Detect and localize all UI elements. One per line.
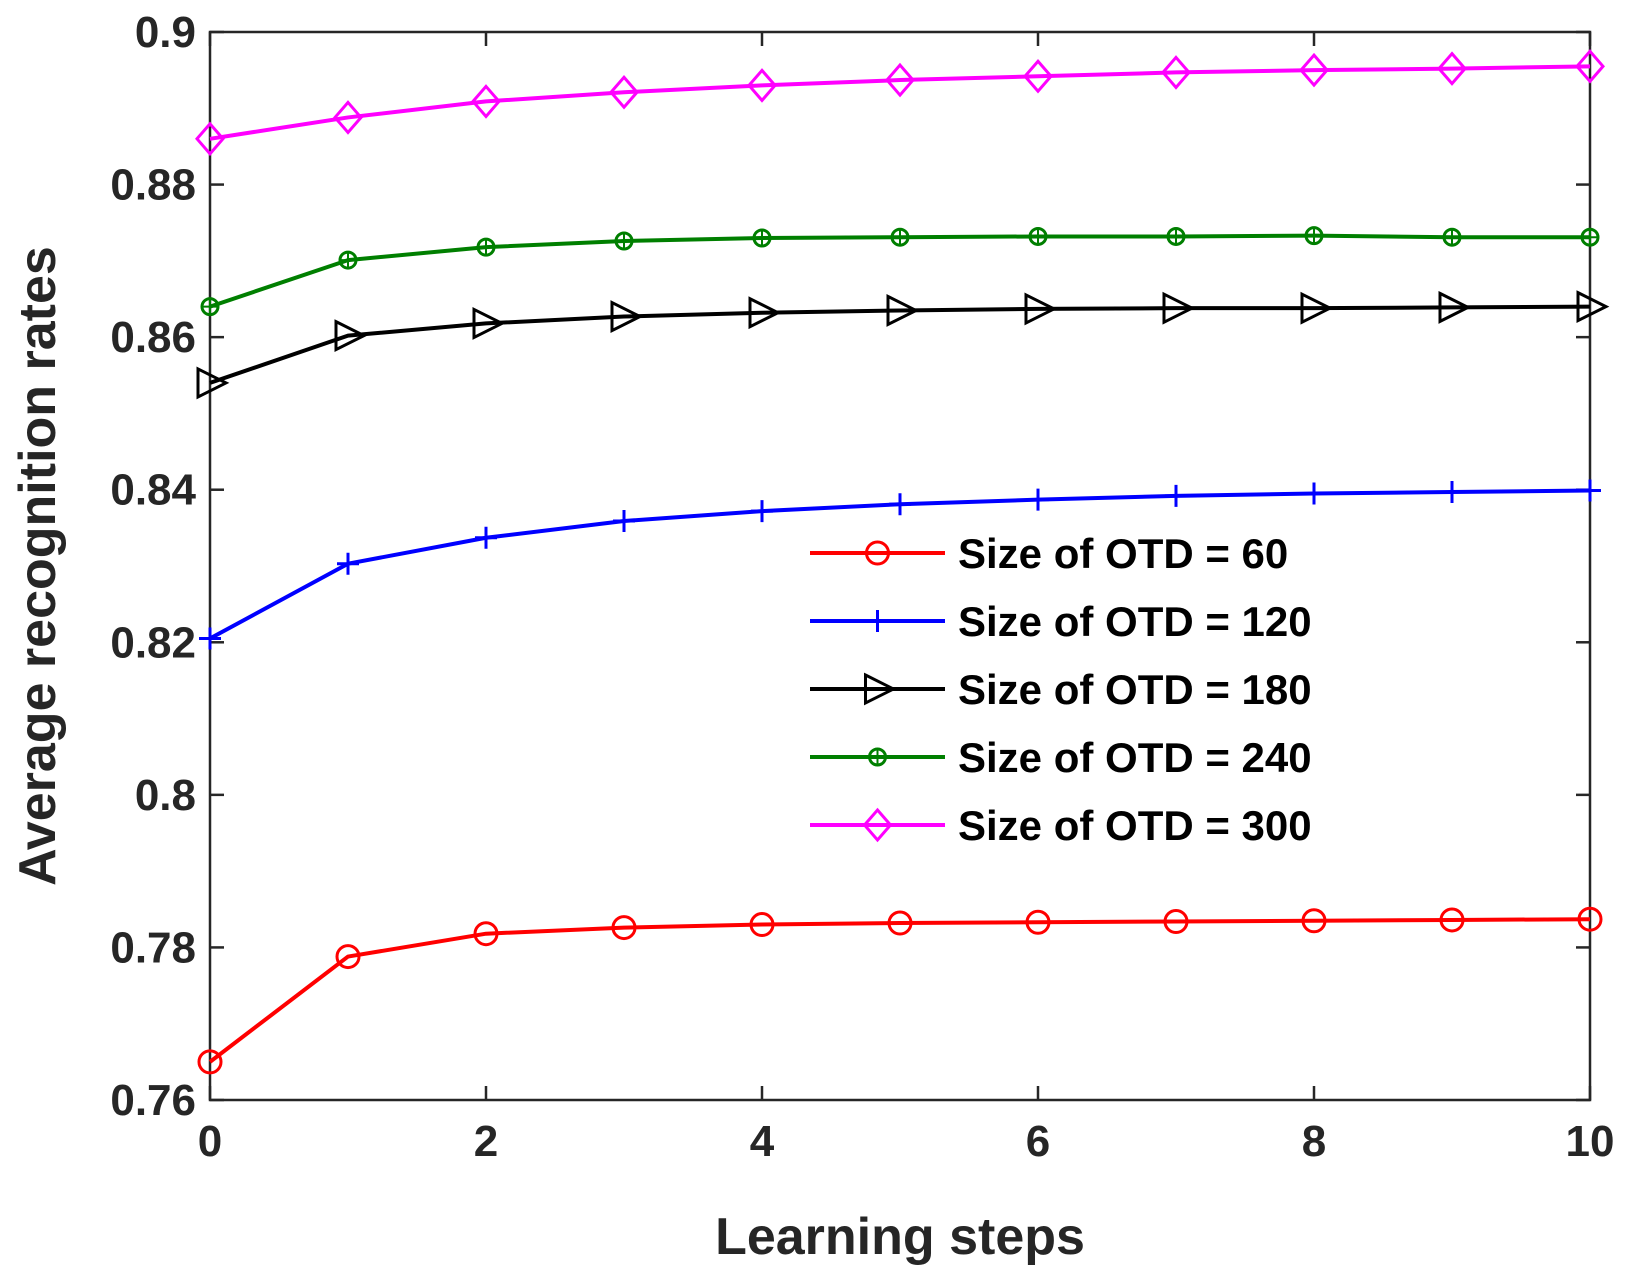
data-point xyxy=(751,500,773,523)
x-tick-label: 10 xyxy=(1566,1117,1615,1166)
legend-entry: Size of OTD = 60 xyxy=(810,530,1288,577)
data-point xyxy=(1301,908,1327,934)
series-line xyxy=(209,64,1591,141)
legend-label: Size of OTD = 240 xyxy=(958,734,1312,781)
data-point xyxy=(1575,49,1605,84)
y-tick-label: 0.82 xyxy=(110,618,196,667)
data-point xyxy=(1441,481,1463,504)
data-point xyxy=(1439,907,1465,933)
data-point xyxy=(472,306,506,340)
legend-marker xyxy=(865,540,890,566)
series-line xyxy=(209,304,1591,385)
data-point xyxy=(197,1049,223,1075)
data-point xyxy=(610,300,644,333)
data-point xyxy=(1163,908,1189,934)
x-tick-label: 4 xyxy=(750,1117,775,1166)
data-point xyxy=(1162,291,1196,325)
data-point xyxy=(1438,290,1472,324)
y-tick-label: 0.86 xyxy=(110,313,196,362)
data-point xyxy=(199,627,221,650)
data-point xyxy=(201,297,219,316)
legend-box xyxy=(800,520,1360,850)
legend-label: Size of OTD = 300 xyxy=(958,802,1312,849)
data-point xyxy=(473,921,499,947)
legend-marker xyxy=(866,610,889,632)
series-4 xyxy=(195,49,1605,157)
series-1 xyxy=(199,479,1601,650)
data-point xyxy=(885,62,915,98)
data-point xyxy=(339,251,357,270)
series-line xyxy=(208,917,1591,1064)
data-point xyxy=(196,366,230,400)
legend-marker xyxy=(862,807,893,843)
data-point xyxy=(1577,906,1603,932)
data-point xyxy=(1437,51,1467,86)
x-tick-label: 8 xyxy=(1302,1117,1326,1166)
legend-label: Size of OTD = 60 xyxy=(958,530,1288,577)
legend-label: Size of OTD = 180 xyxy=(958,666,1312,713)
data-point xyxy=(1161,55,1191,90)
data-point xyxy=(1299,52,1329,88)
data-point xyxy=(1025,909,1051,935)
data-point xyxy=(1027,488,1049,511)
x-tick-label: 6 xyxy=(1026,1117,1050,1166)
data-point xyxy=(887,910,913,936)
y-tick-label: 0.84 xyxy=(110,466,196,515)
data-point xyxy=(749,912,775,938)
y-tick-label: 0.76 xyxy=(110,1076,196,1125)
data-point xyxy=(1443,228,1461,247)
legend-marker xyxy=(864,672,897,706)
data-point xyxy=(1023,58,1053,94)
data-point xyxy=(1303,482,1325,505)
legend-marker xyxy=(868,748,887,766)
data-point xyxy=(335,944,361,970)
data-point xyxy=(1029,227,1047,246)
legend-entry: Size of OTD = 120 xyxy=(810,598,1312,645)
y-tick-label: 0.88 xyxy=(110,161,196,210)
data-point xyxy=(889,493,911,516)
series-layer xyxy=(195,49,1610,1075)
legend-entry: Size of OTD = 180 xyxy=(810,666,1312,713)
x-tick-label: 0 xyxy=(198,1117,222,1166)
x-axis-title: Learning steps xyxy=(715,1208,1085,1266)
y-tick-label: 0.78 xyxy=(110,923,196,972)
data-point xyxy=(1579,479,1601,502)
data-point xyxy=(1581,228,1599,247)
data-point xyxy=(471,84,501,119)
data-point xyxy=(475,526,497,549)
axis-ticks: 0 2 4 6 8 10 0.76 0.78 0.8 0.82 0.84 0.86 0.88 0.9 xyxy=(110,8,1614,1166)
data-point xyxy=(615,232,633,251)
data-point xyxy=(1300,291,1334,325)
data-point xyxy=(1024,292,1058,326)
x-tick-label: 2 xyxy=(474,1117,498,1166)
data-point xyxy=(477,238,495,257)
data-point xyxy=(337,552,359,575)
legend-entry: Size of OTD = 300 xyxy=(810,802,1312,849)
data-point xyxy=(748,296,782,330)
data-point xyxy=(609,74,639,110)
data-point xyxy=(334,319,368,353)
data-point xyxy=(753,228,771,247)
data-point xyxy=(891,228,909,247)
y-tick-label: 0.9 xyxy=(135,8,196,57)
data-point xyxy=(1576,290,1610,324)
legend-label: Size of OTD = 120 xyxy=(958,598,1312,645)
data-point xyxy=(611,915,637,941)
data-point xyxy=(613,509,635,532)
series-0 xyxy=(197,906,1603,1075)
series-3 xyxy=(200,226,1600,317)
data-point xyxy=(886,294,920,327)
data-point xyxy=(747,68,777,103)
y-tick-label: 0.8 xyxy=(135,771,196,820)
legend-entry: Size of OTD = 240 xyxy=(810,734,1312,781)
data-point xyxy=(1165,484,1187,507)
data-point xyxy=(1305,226,1323,245)
y-axis-title: Average recognition rates xyxy=(9,246,67,886)
data-point xyxy=(333,100,363,135)
data-point xyxy=(1167,227,1185,246)
series-2 xyxy=(196,290,1610,400)
legend: Size of OTD = 60 Size of OTD = 120 Size of… xyxy=(800,520,1360,850)
data-point xyxy=(195,121,225,157)
